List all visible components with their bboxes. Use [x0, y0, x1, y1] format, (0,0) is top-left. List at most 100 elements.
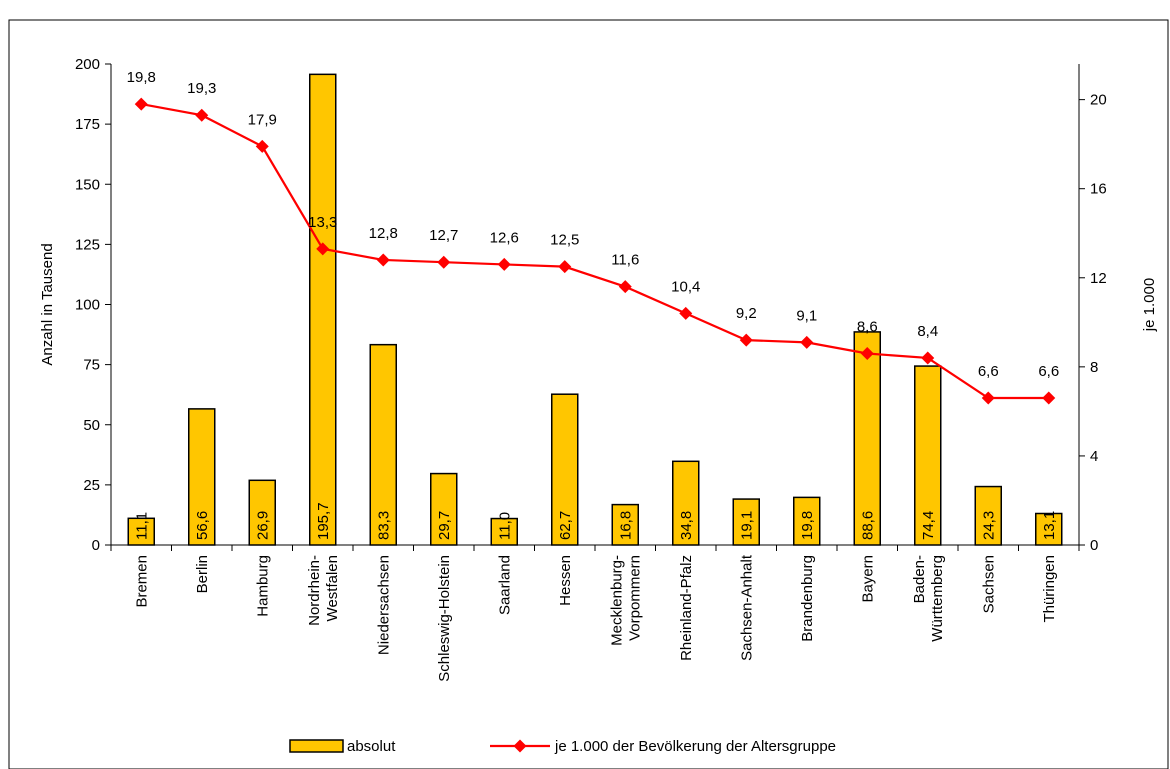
category-label-14: Sachsen: [980, 555, 997, 613]
bar-value-label-6: 11,0: [496, 512, 513, 540]
line-point-1: [195, 108, 209, 122]
category-label-15-line-0: Thüringen: [1041, 555, 1058, 623]
line-point-15: [1042, 391, 1056, 405]
category-label-3-line-0: Nordrhein-: [306, 555, 323, 626]
line-value-label-1: 19,3: [187, 80, 216, 97]
line-point-3: [316, 242, 330, 256]
bar-value-label-11: 19,8: [799, 511, 816, 540]
line-value-label-2: 17,9: [248, 111, 277, 128]
bar-value-label-7: 62,7: [557, 511, 574, 540]
bar-3: [309, 73, 337, 546]
y-right-tick-label-3: 12: [1090, 270, 1107, 287]
line-value-label-0: 19,8: [127, 69, 156, 86]
line-value-label-3: 13,3: [308, 214, 337, 231]
y-left-tick-label-6: 150: [75, 176, 100, 193]
bar-value-label-10: 19,1: [738, 511, 755, 540]
category-label-1-line-0: Berlin: [194, 555, 211, 593]
category-label-2: Hamburg: [254, 555, 271, 617]
line-value-label-9: 10,4: [671, 278, 700, 295]
bar-value-label-13: 74,4: [920, 511, 937, 540]
y-left-tick-label-0: 0: [92, 537, 100, 554]
category-label-9: Rheinland-Pfalz: [678, 555, 695, 661]
bar-value-label-4: 83,3: [375, 511, 392, 540]
category-label-5: Schleswig-Holstein: [436, 555, 453, 682]
line-value-label-12: 8,6: [857, 318, 878, 335]
y-right-tick-label-2: 8: [1090, 359, 1098, 376]
category-label-7-line-0: Hessen: [557, 555, 574, 606]
bar-value-label-0: 11,1: [133, 512, 150, 540]
category-label-14-line-0: Sachsen: [980, 555, 997, 613]
line-point-2: [255, 139, 269, 153]
y-right-tick-label-5: 20: [1090, 92, 1107, 109]
bar-value-label-8: 16,8: [617, 511, 634, 540]
category-label-0-line-0: Bremen: [133, 555, 150, 608]
bar-value-label-12: 88,6: [859, 511, 876, 540]
bar-9: [672, 460, 700, 546]
y-left-tick-label-3: 75: [83, 357, 100, 374]
bar-value-label-1: 56,6: [194, 511, 211, 540]
bar-5: [430, 472, 458, 546]
line-value-label-13: 8,4: [917, 323, 938, 340]
category-label-4-line-0: Niedersachsen: [375, 555, 392, 655]
line-point-9: [679, 306, 693, 320]
line-point-6: [497, 257, 511, 271]
plot-area: 0 25 50 75 100 125 150 175 200 0 4 8 12 16 20 Anzahl in…: [39, 56, 1158, 682]
line-value-label-11: 9,1: [796, 307, 817, 324]
y-right-tick-label-1: 4: [1090, 448, 1098, 465]
y-right-tick-label-4: 16: [1090, 181, 1107, 198]
category-label-2-line-0: Hamburg: [254, 555, 271, 617]
legend: absolut je 1.000 der Bevölkerung der Alte…: [289, 738, 836, 755]
category-label-6: Saarland: [496, 555, 513, 615]
legend-marker-line: [513, 739, 527, 753]
chart-frame: [8, 19, 1169, 769]
bar-value-label-14: 24,3: [980, 511, 997, 540]
category-label-11-line-0: Brandenburg: [799, 555, 816, 642]
line-point-14: [981, 391, 995, 405]
y-left-tick-label-5: 125: [75, 236, 100, 253]
bar-13: [914, 365, 942, 546]
line-point-10: [739, 333, 753, 347]
category-label-10-line-0: Sachsen-Anhalt: [738, 554, 755, 661]
line-point-0: [134, 97, 148, 111]
y-right-tick-label-0: 0: [1090, 537, 1098, 554]
line-point-8: [618, 280, 632, 294]
line-point-4: [376, 253, 390, 267]
line-series: [141, 103, 1049, 400]
legend-label-line: je 1.000 der Bevölkerung der Altersgrupp…: [554, 738, 836, 755]
legend-swatch-bar: [289, 739, 344, 753]
line-point-11: [800, 335, 814, 349]
category-label-13: Baden- Württemberg: [911, 555, 946, 642]
category-label-0: Bremen: [133, 555, 150, 608]
category-label-8-line-1: Vorpommern: [626, 555, 643, 641]
category-label-8-line-0: Mecklenburg-: [608, 555, 625, 646]
line-point-5: [437, 255, 451, 269]
line-value-label-5: 12,7: [429, 227, 458, 244]
category-label-8: Mecklenburg- Vorpommern: [608, 555, 643, 646]
line-point-7: [558, 260, 572, 274]
category-label-1: Berlin: [194, 555, 211, 593]
line-value-label-7: 12,5: [550, 232, 579, 249]
category-label-13-line-0: Baden-: [911, 555, 928, 603]
y-right-title: je 1.000: [1141, 278, 1158, 332]
line-value-label-6: 12,6: [490, 229, 519, 246]
category-label-5-line-0: Schleswig-Holstein: [436, 555, 453, 682]
category-label-12-line-0: Bayern: [859, 555, 876, 603]
category-label-15: Thüringen: [1041, 555, 1058, 623]
y-left-tick-label-4: 100: [75, 297, 100, 314]
bar-11: [793, 496, 821, 546]
bar-10: [732, 498, 760, 546]
category-label-3-line-1: Westfalen: [324, 555, 341, 621]
bar-15: [1035, 512, 1063, 546]
bar-7: [551, 393, 579, 546]
line-value-label-8: 11,6: [611, 252, 639, 269]
category-label-3: Nordrhein- Westfalen: [306, 555, 341, 626]
y-left-tick-label-7: 175: [75, 116, 100, 133]
category-label-7: Hessen: [557, 555, 574, 606]
bar-value-label-2: 26,9: [254, 511, 271, 540]
category-label-6-line-0: Saarland: [496, 555, 513, 615]
category-label-13-line-1: Württemberg: [929, 555, 946, 642]
legend-label-bar: absolut: [347, 738, 396, 755]
category-label-10: Sachsen-Anhalt: [738, 554, 755, 661]
line-value-label-14: 6,6: [978, 363, 999, 380]
